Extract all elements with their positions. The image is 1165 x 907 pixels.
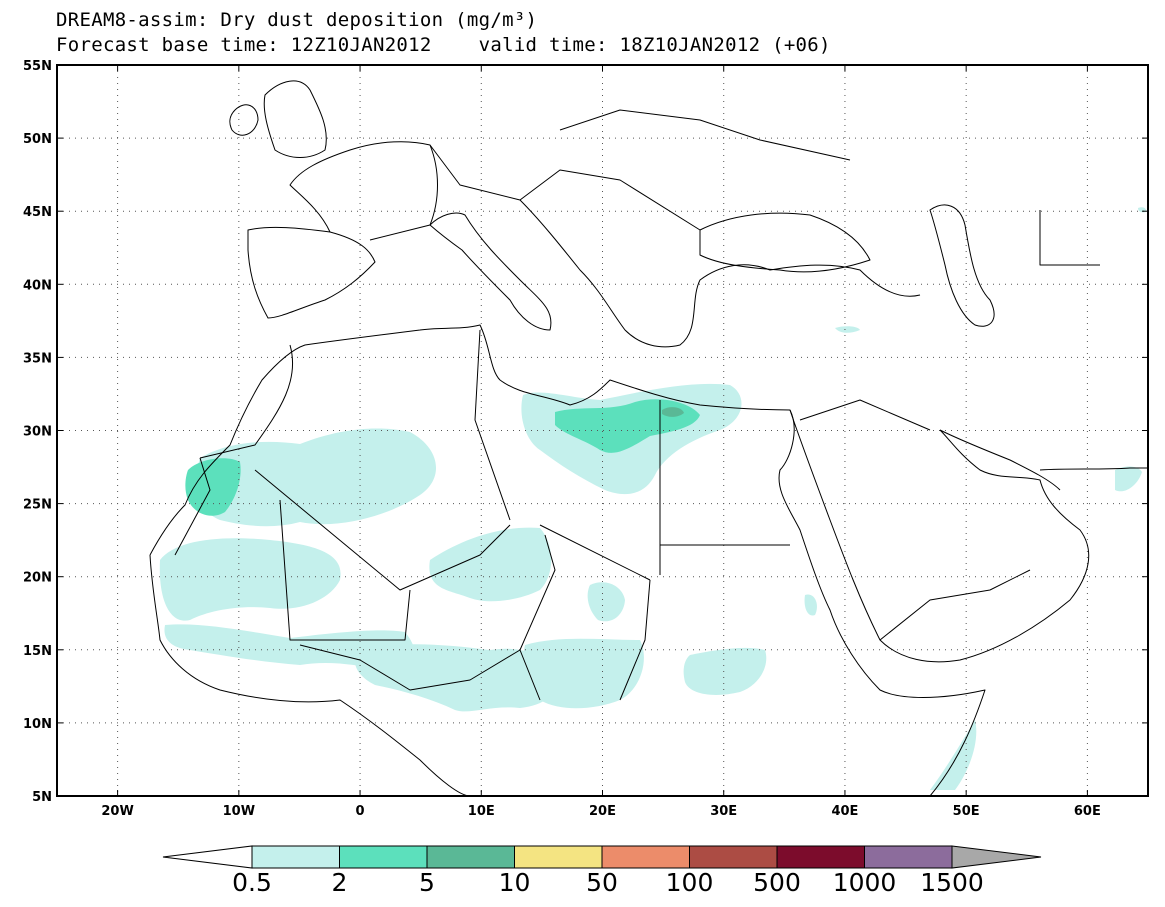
lon-tick-label: 0 [356,804,365,819]
colorbar-bin [864,845,953,869]
colorbar-bin [689,845,778,869]
border-chad-sudan [619,579,651,701]
colorbar-bin [251,845,340,869]
colorbar-label: 5 [419,868,435,897]
lat-tick-label: 10N [23,717,52,732]
dust-area-sahel-central [355,644,557,712]
border-algeria-south [254,469,511,591]
lat-tick-label: 50N [23,132,52,147]
lat-tick-label: 40N [23,278,52,293]
colorbar-label: 500 [753,868,801,897]
lat-tick-label: 5N [32,790,52,805]
black-sea [699,212,871,273]
lat-tick-label: 55N [23,59,52,74]
lon-tick-label: 50E [953,804,980,819]
border-libya-algeria [474,329,511,521]
lon-tick-label: 20E [589,804,616,819]
lat-tick-label: 25N [23,498,52,513]
lat-tick-label: 45N [23,205,52,220]
colorbar-label: 10 [499,868,531,897]
dust-area-somalia [930,720,977,790]
map-title: DREAM8-assim: Dry dust deposition (mg/m³… [56,9,538,31]
border-russia [559,109,851,161]
border-western-sahara [174,457,211,556]
colorbar-label: 1500 [920,868,984,897]
dust-area-libya-peak [662,407,684,417]
arabian-peninsula-coast [789,409,1090,663]
british-isles [263,80,327,158]
dust-area-turkey-east [835,326,860,333]
persian-gulf-coast [939,429,1061,491]
colorbar-label: 0.5 [232,868,272,897]
balkans-greece [519,199,921,348]
lat-tick-label: 35N [23,351,52,366]
dust-area-sudan-west [523,638,644,709]
dust-deposition-layer [159,207,1147,790]
lat-tick-label: 15N [23,644,52,659]
colorbar-label: 50 [586,868,618,897]
lat-tick-label: 30N [23,425,52,440]
lat-tick-label: 20N [23,571,52,586]
longitude-axis: 20W 10W 0 10E 20E 30E 40E 50E 60E [101,65,1101,819]
border-kazakhstan [1039,210,1100,266]
dust-area-mauritania [159,538,341,621]
dust-area-sahel-west [164,624,415,672]
colorbar-label: 1000 [833,868,897,897]
border-sahel [299,644,521,691]
africa-coastline [149,324,986,796]
coastlines-and-borders [149,80,1148,796]
france-coastline [289,141,438,241]
lon-tick-label: 10E [468,804,495,819]
border-saudi-iraq [799,399,931,431]
colorbar-label: 100 [666,868,714,897]
dust-area-sudan-east [683,647,767,695]
colorbar-over-arrow [951,845,1042,869]
border-niger-chad [519,534,556,701]
dust-area-red-sea-coast [804,594,817,616]
lon-tick-label: 60E [1074,804,1101,819]
border-europe-central [429,144,701,231]
border-mauritania-mali [279,499,411,641]
dust-level-3 [662,407,684,417]
west-africa-coast [149,554,471,796]
ireland [229,104,259,136]
dust-area-oman [1115,466,1142,492]
colorbar-bin [514,845,603,869]
dust-area-western-sahara-core [185,458,241,516]
lon-tick-label: 10W [223,804,255,819]
colorbar-label: 2 [332,868,348,897]
colorbar-bin [601,845,690,869]
dust-level-1 [159,207,1147,790]
border-saudi-yemen [879,569,1031,641]
lon-tick-label: 20W [101,804,133,819]
iberia-coastline [247,226,376,319]
colorbar-bin [339,845,428,869]
lon-tick-label: 40E [831,804,858,819]
latitude-axis: 5N 10N 15N 20N 25N 30N 35N 40N 45N 50N 55N [23,59,1148,805]
border-morocco-algeria [199,344,294,459]
colorbar-bin [426,845,515,869]
dust-area-chad [429,527,552,602]
italy-coastline [429,212,552,331]
colorbar: 0.5 2 5 10 50 100 500 1000 1500 [162,845,1042,897]
dust-area-west-sahara [196,428,437,527]
border-libya-chad [539,524,651,581]
lon-tick-label: 30E [710,804,737,819]
caspian-sea [929,204,995,327]
colorbar-under-arrow [162,845,253,869]
dust-area-chad-north [587,582,625,622]
map-subtitle: Forecast base time: 12Z10JAN2012 valid t… [56,34,831,56]
colorbar-bin [776,845,865,869]
